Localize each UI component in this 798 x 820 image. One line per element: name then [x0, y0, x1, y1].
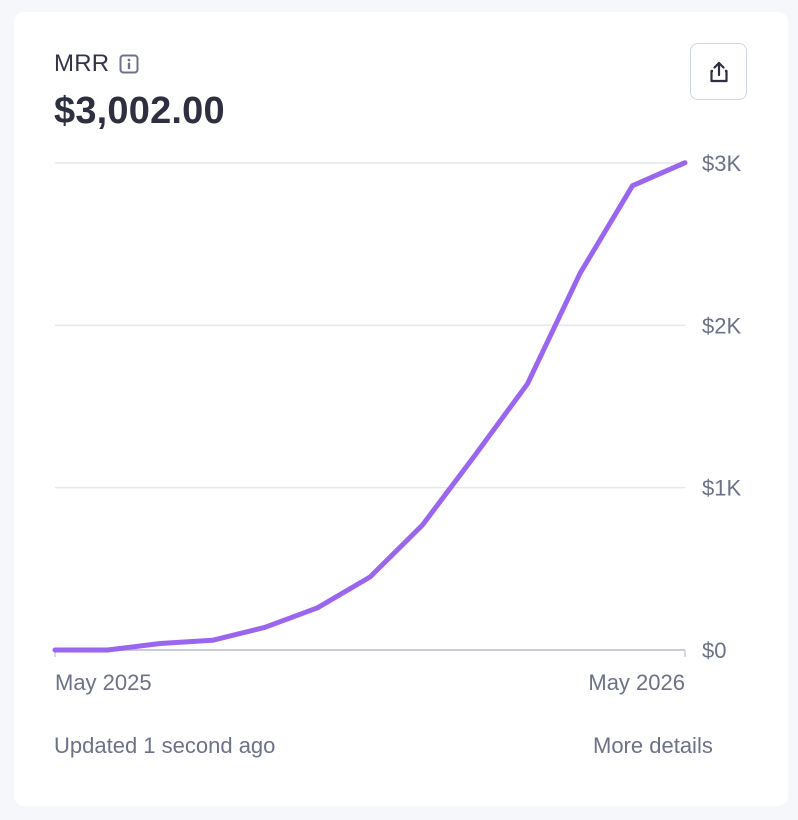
x-tick-label: May 2026: [588, 670, 685, 695]
y-tick-label: $0: [702, 638, 726, 663]
y-tick-label: $1K: [702, 476, 741, 501]
info-icon[interactable]: [119, 54, 139, 74]
share-icon: [709, 61, 728, 82]
updated-text: Updated 1 second ago: [54, 733, 276, 758]
metric-title: MRR: [54, 50, 110, 77]
metric-header: MRR: [54, 50, 139, 78]
mrr-series-line: [52, 160, 688, 653]
y-tick-label: $2K: [702, 313, 741, 338]
more-details-link[interactable]: More details: [593, 733, 713, 758]
metric-value: $3,002.00: [54, 90, 225, 132]
x-tick-label: May 2025: [55, 670, 152, 695]
mrr-card: [14, 12, 788, 806]
y-tick-label: $3K: [702, 151, 741, 176]
share-button[interactable]: [690, 43, 747, 100]
